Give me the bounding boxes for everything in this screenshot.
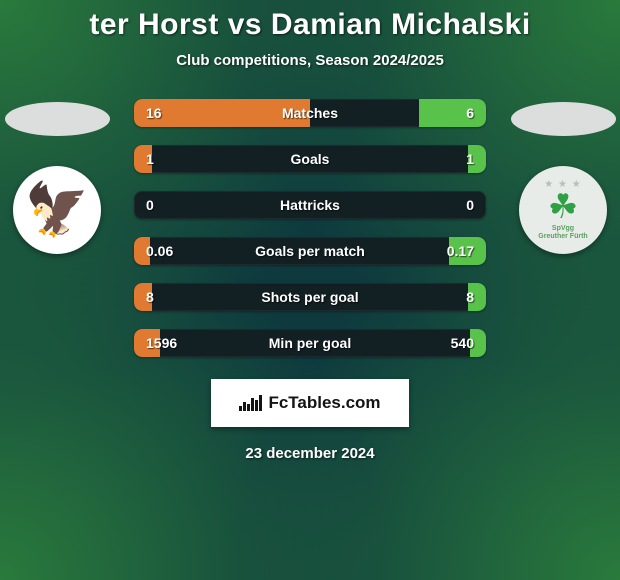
stat-right-value: 0	[454, 191, 486, 219]
stat-row: 0.06 0.17Goals per match	[134, 237, 486, 265]
bars-icon	[239, 395, 262, 411]
comparison-panel: 🦅 ★ ★ ★ ☘ SpVgg Greuther Fürth 166Matche…	[0, 99, 620, 357]
player-right-avatar	[511, 102, 616, 136]
bar-icon-segment	[251, 398, 254, 411]
stat-left-value: 16	[134, 99, 174, 127]
eagle-icon: 🦅	[25, 184, 90, 236]
stat-left-value: 8	[134, 283, 166, 311]
stat-label: Shots per goal	[134, 283, 486, 311]
stat-left-value: 0.06	[134, 237, 185, 265]
stat-right-value: 1	[454, 145, 486, 173]
club-right-text-bottom: Greuther Fürth	[538, 233, 587, 240]
stat-row: 1596540Min per goal	[134, 329, 486, 357]
bar-icon-segment	[243, 402, 246, 411]
stat-right-value: 8	[454, 283, 486, 311]
club-badge-right: ★ ★ ★ ☘ SpVgg Greuther Fürth	[519, 166, 607, 254]
bar-icon-segment	[239, 406, 242, 411]
player-right-column: ★ ★ ★ ☘ SpVgg Greuther Fürth	[508, 99, 618, 254]
stat-left-value: 0	[134, 191, 166, 219]
bar-icon-segment	[247, 404, 250, 411]
page-subtitle: Club competitions, Season 2024/2025	[0, 52, 620, 69]
bar-icon-segment	[259, 395, 262, 411]
stat-right-value: 6	[454, 99, 486, 127]
stat-label: Goals	[134, 145, 486, 173]
clover-icon: ☘	[538, 190, 587, 224]
player-left-avatar	[5, 102, 110, 136]
club-badge-left: 🦅	[13, 166, 101, 254]
club-right-text-top: SpVgg	[538, 225, 587, 232]
footer-date: 23 december 2024	[0, 445, 620, 462]
watermark-text: FcTables.com	[268, 393, 380, 413]
page-title: ter Horst vs Damian Michalski	[0, 0, 620, 42]
stat-rows: 166Matches11Goals00Hattricks0.060.17Goal…	[134, 99, 486, 357]
stat-row: 1 1Goals	[134, 145, 486, 173]
stat-row: 166Matches	[134, 99, 486, 127]
watermark: FcTables.com	[211, 379, 409, 427]
bar-icon-segment	[255, 400, 258, 411]
stat-row: 8 8Shots per goal	[134, 283, 486, 311]
stat-label: Hattricks	[134, 191, 486, 219]
stat-right-value: 540	[439, 329, 486, 357]
stat-label: Goals per match	[134, 237, 486, 265]
stat-left-value: 1	[134, 145, 166, 173]
stat-left-value: 1596	[134, 329, 189, 357]
player-left-column: 🦅	[2, 99, 112, 254]
stat-row: 0 0Hattricks	[134, 191, 486, 219]
stat-right-value: 0.17	[435, 237, 486, 265]
